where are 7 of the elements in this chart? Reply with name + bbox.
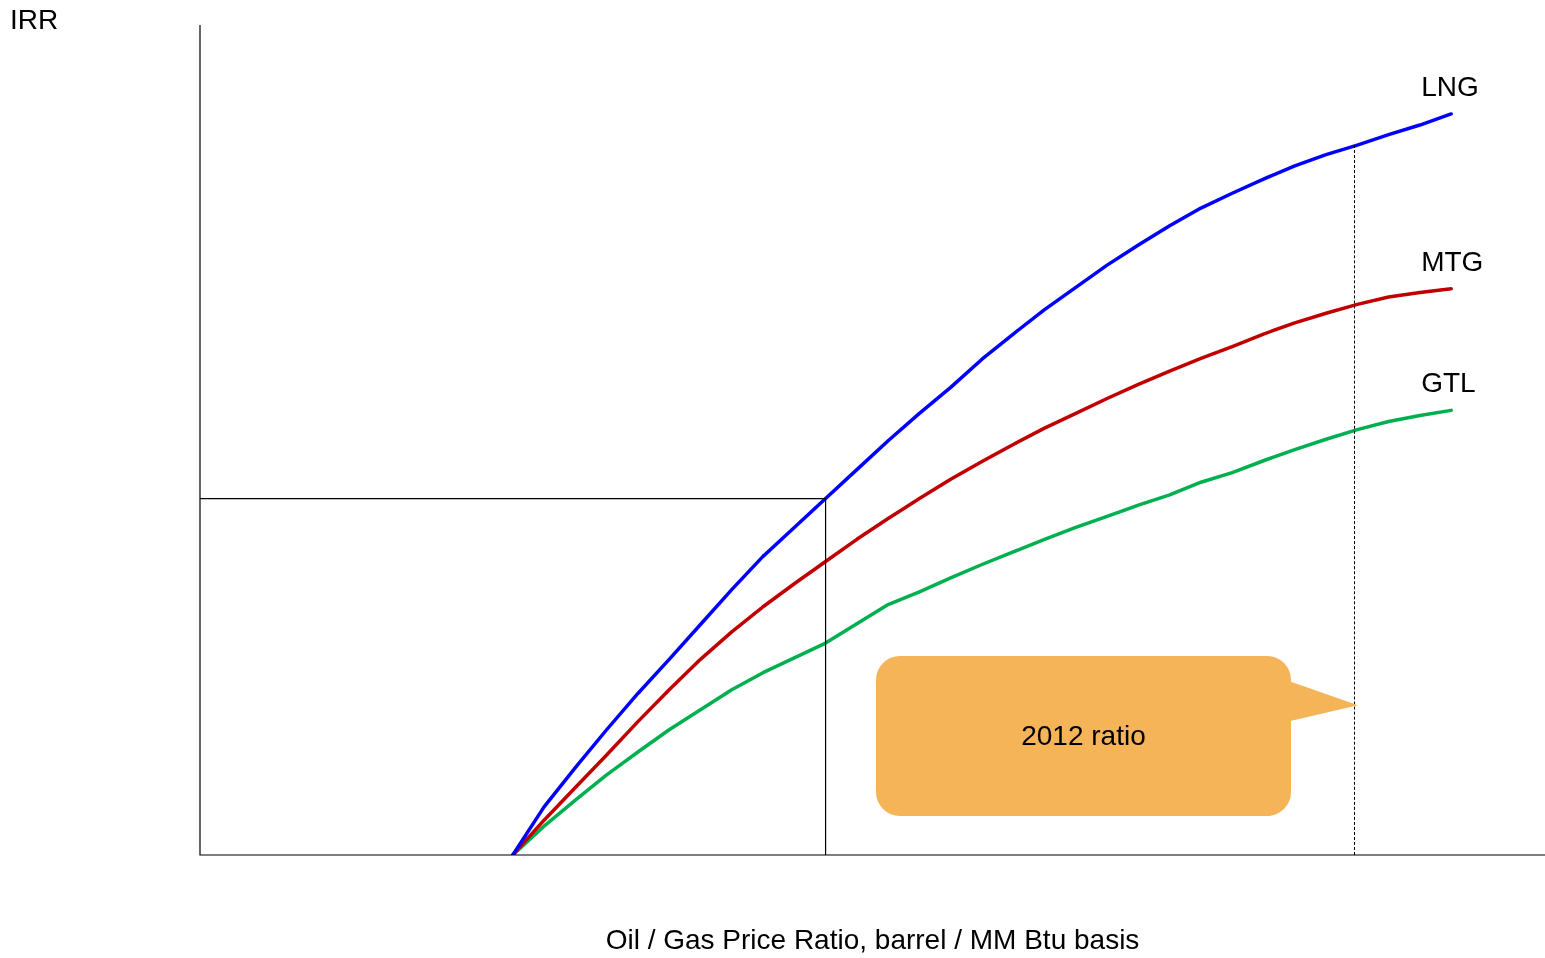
series-label: GTL [1421,367,1476,399]
annotation: 2012 ratio [876,656,1291,816]
x-axis-title: Oil / Gas Price Ratio, barrel / MM Btu basis [604,924,1141,956]
text: IRR [10,4,59,36]
series-label: MTG [1421,245,1484,277]
series-label: LNG [1421,70,1479,102]
callout: 2012 ratio [876,145,1358,855]
